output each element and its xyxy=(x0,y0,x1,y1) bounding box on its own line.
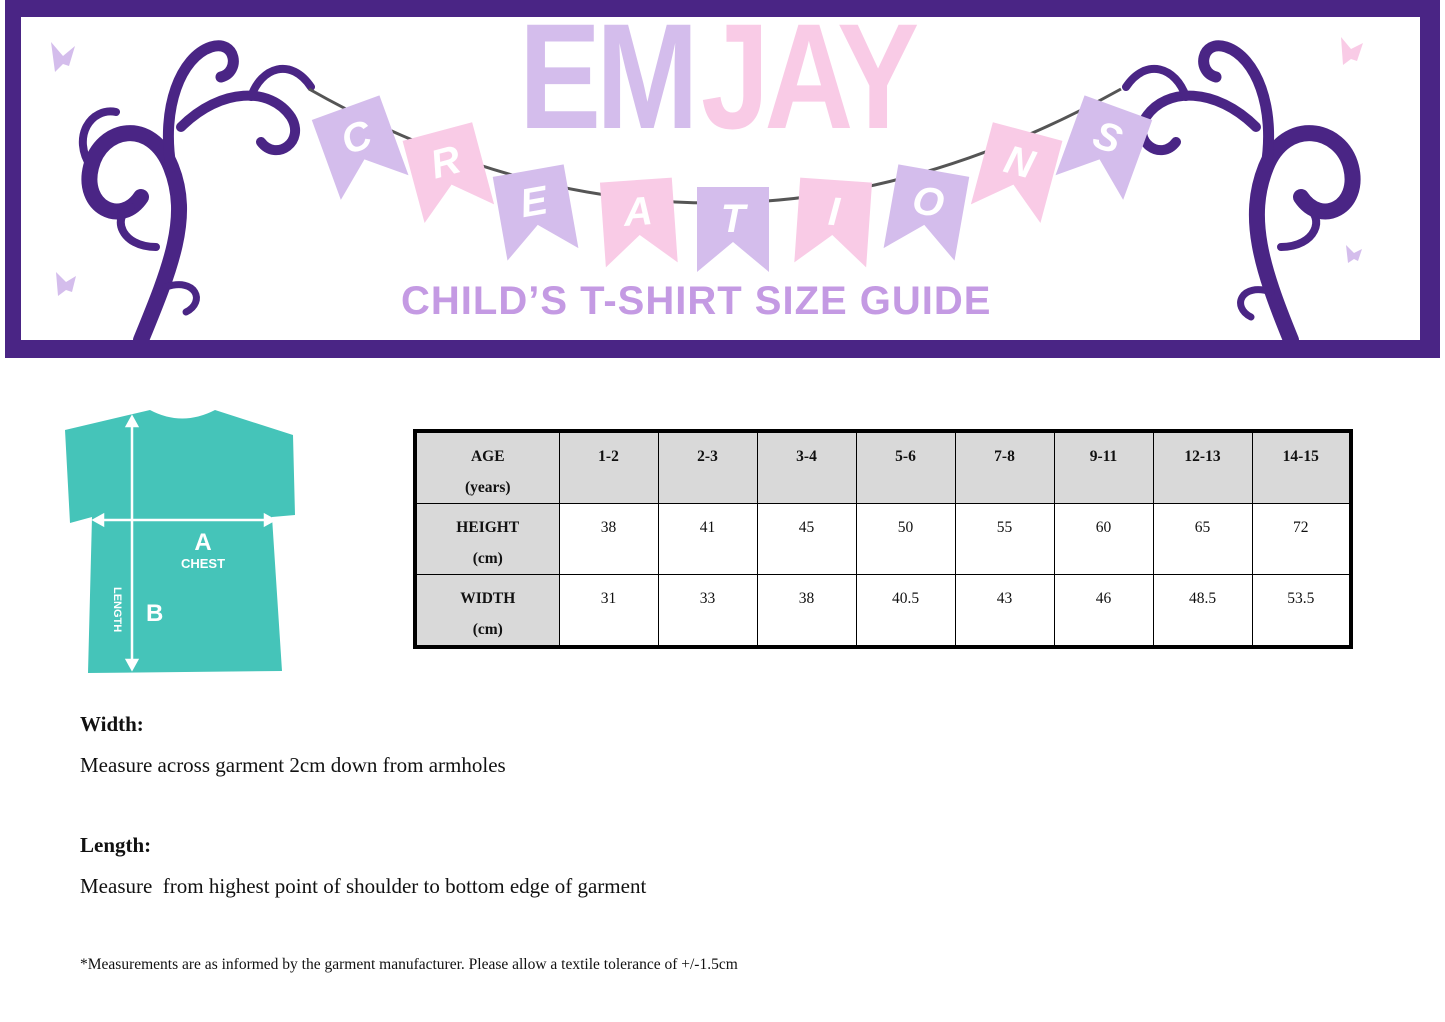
table-cell: 53.5 xyxy=(1251,574,1352,648)
flag-shape xyxy=(883,164,970,261)
table-cell: 5-6 xyxy=(855,430,956,504)
table-cell: 3-4 xyxy=(756,430,857,504)
tshirt-diagram: A CHEST B LENGTH xyxy=(65,410,295,673)
bunting-flag: E xyxy=(492,164,579,261)
flag-shape xyxy=(599,177,678,268)
bunting-flag: T xyxy=(697,187,769,272)
label-a: A xyxy=(194,529,211,556)
flag-shape xyxy=(697,187,769,272)
flag-shape xyxy=(402,122,495,223)
right-tree-icon xyxy=(1122,40,1361,340)
row-header-line: WIDTH xyxy=(460,590,516,607)
table-cell: 38 xyxy=(756,574,857,648)
table-row: AGE (years) 1-2 2-3 3-4 5-6 7-8 9-11 12-13 14-15 xyxy=(414,430,1352,504)
bunting-flag: S xyxy=(1055,95,1153,200)
table-cell: 14-15 xyxy=(1251,430,1352,504)
row-header-line: (cm) xyxy=(472,550,503,567)
flag-letter: A xyxy=(621,189,654,235)
table-cell: 31 xyxy=(558,574,659,648)
flag-shape xyxy=(492,164,579,261)
row-header-line: (years) xyxy=(464,479,511,496)
flag-shape xyxy=(970,122,1063,223)
row-header-line: AGE xyxy=(470,448,505,465)
bunting-flag: C xyxy=(311,95,409,200)
page-title: CHILD’S T-SHIRT SIZE GUIDE xyxy=(401,279,992,323)
row-header-line: HEIGHT xyxy=(456,519,520,536)
banner: EM JAY xyxy=(5,0,1440,358)
row-header: HEIGHT (cm) xyxy=(414,503,560,575)
bunting-flags: C RE A T I ON S xyxy=(311,95,1153,272)
length-description: Measure from highest point of shoulder t… xyxy=(80,874,647,898)
row-header: WIDTH (cm) xyxy=(414,574,560,648)
table-cell: 46 xyxy=(1053,574,1154,648)
bunting-flag: I xyxy=(794,177,873,268)
tshirt-icon xyxy=(65,410,295,673)
label-length: LENGTH xyxy=(111,587,123,632)
footnote: *Measurements are as informed by the gar… xyxy=(80,956,738,973)
table-cell: 1-2 xyxy=(558,430,659,504)
flag-letter: T xyxy=(721,197,749,241)
table-cell: 33 xyxy=(657,574,758,648)
table-cell: 12-13 xyxy=(1152,430,1253,504)
butterfly-icons xyxy=(51,37,1363,296)
width-heading: Width: xyxy=(80,712,144,736)
banner-inner: EM JAY xyxy=(21,17,1420,340)
table-cell: 2-3 xyxy=(657,430,758,504)
flag-shape xyxy=(1055,95,1153,200)
table-cell: 65 xyxy=(1152,503,1253,575)
table-cell: 60 xyxy=(1053,503,1154,575)
table-row: WIDTH (cm) 31 33 38 40.5 43 46 48.5 53.5 xyxy=(414,574,1352,648)
bunting-flag: R xyxy=(402,122,495,223)
table-cell: 9-11 xyxy=(1053,430,1154,504)
row-header: AGE (years) xyxy=(414,430,560,504)
measure-arrows xyxy=(91,414,277,672)
table-cell: 55 xyxy=(954,503,1055,575)
table-cell: 40.5 xyxy=(855,574,956,648)
table-cell: 41 xyxy=(657,503,758,575)
table-cell: 48.5 xyxy=(1152,574,1253,648)
flag-shape xyxy=(794,177,873,268)
table-cell: 45 xyxy=(756,503,857,575)
label-b: B xyxy=(146,600,163,627)
bunting-flag: N xyxy=(970,122,1063,223)
table-cell: 7-8 xyxy=(954,430,1055,504)
brand-logo-jay: JAY xyxy=(701,17,919,160)
table-cell: 43 xyxy=(954,574,1055,648)
bunting-flag: A xyxy=(599,177,678,268)
label-chest: CHEST xyxy=(181,556,225,571)
table-row: HEIGHT (cm) 38 41 45 50 55 60 65 72 xyxy=(414,503,1352,575)
row-header-line: (cm) xyxy=(472,621,503,638)
flag-letter: O xyxy=(909,178,947,227)
bunting-illustration: C RE A T I ON S xyxy=(51,37,1363,340)
width-description: Measure across garment 2cm down from arm… xyxy=(80,753,506,777)
flag-letter: I xyxy=(827,190,842,235)
bunting-flag: O xyxy=(883,164,970,261)
length-heading: Length: xyxy=(80,833,152,857)
brand-logo-em: EM xyxy=(519,17,699,160)
table-cell: 72 xyxy=(1251,503,1352,575)
table-cell: 38 xyxy=(558,503,659,575)
size-table: AGE (years) 1-2 2-3 3-4 5-6 7-8 9-11 12-13 14-15 H… xyxy=(413,429,1353,649)
left-tree-icon xyxy=(78,40,315,340)
flag-shape xyxy=(311,95,409,200)
table-cell: 50 xyxy=(855,503,956,575)
